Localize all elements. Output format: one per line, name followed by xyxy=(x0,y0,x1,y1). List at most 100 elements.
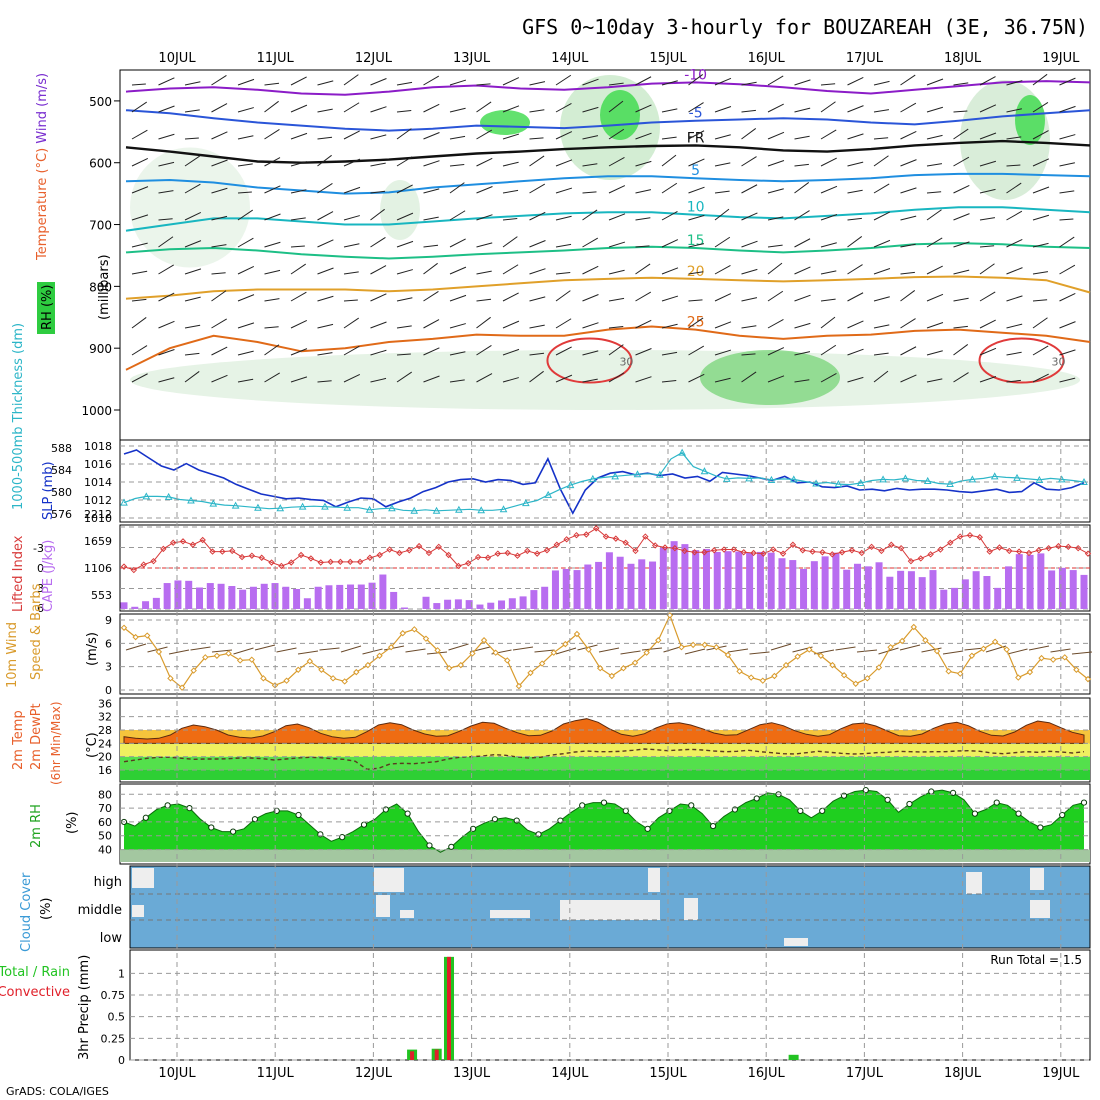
wind-barb xyxy=(714,264,731,275)
rh-shading xyxy=(1015,95,1045,145)
li-marker xyxy=(376,551,383,559)
wind-barb xyxy=(873,324,890,329)
li-tick-label: 0 xyxy=(37,562,44,575)
wind-barb xyxy=(396,240,414,248)
isotherm--10 xyxy=(125,80,1091,96)
rh-legend-swatch xyxy=(37,282,55,334)
wind-barb xyxy=(211,244,227,248)
rh-marker xyxy=(797,807,804,814)
wind-barb xyxy=(1059,264,1076,275)
wind-marker xyxy=(631,659,639,666)
date-label-bottom: 15JUL xyxy=(649,1066,687,1081)
rh-marker xyxy=(688,802,695,809)
cape-bar xyxy=(1048,570,1056,609)
wind-barb xyxy=(608,213,626,221)
wind-barb xyxy=(688,317,704,329)
li-marker xyxy=(465,560,472,567)
wind-barb xyxy=(847,161,864,167)
barb-10m xyxy=(534,649,555,653)
panel-precip: 0 0.25 0.5 0.75 1 Run Total = 1.5 Total / Ra… xyxy=(0,949,1091,1067)
wind-barb xyxy=(873,155,889,167)
wind-barb xyxy=(608,241,626,248)
wind-marker xyxy=(980,645,987,652)
rh-marker xyxy=(229,828,237,835)
rh-marker xyxy=(644,825,651,832)
wind-marker xyxy=(480,637,488,644)
wind-barb xyxy=(820,316,836,329)
wind-barbs-upper xyxy=(131,73,1076,383)
cape-bar xyxy=(573,570,581,609)
wind-barb xyxy=(184,183,201,194)
wind-barb xyxy=(714,321,732,329)
thickness-marker xyxy=(254,503,262,511)
li-marker xyxy=(730,546,738,553)
pressure-tick-label: 600 xyxy=(89,157,112,171)
wind-barb xyxy=(608,100,624,113)
wind-marker xyxy=(527,669,534,677)
cape-bar xyxy=(282,586,290,609)
temp-area xyxy=(123,718,1085,771)
slp-frame xyxy=(119,439,1091,523)
wind-barb xyxy=(714,208,730,221)
cape-bar xyxy=(627,563,635,609)
cape-bar xyxy=(886,576,894,609)
wind-barb xyxy=(767,318,784,329)
cloud-block xyxy=(684,898,698,920)
thickness-marker xyxy=(611,472,620,480)
wind-barb xyxy=(476,242,493,248)
thickness-marker xyxy=(209,499,218,507)
cape-bar xyxy=(735,551,743,609)
wind-marker xyxy=(248,656,255,663)
wind-barb xyxy=(158,349,175,356)
wind-barb xyxy=(343,186,361,194)
cape-bar xyxy=(907,571,915,609)
precip-conv-bar xyxy=(410,1051,415,1060)
wind-marker xyxy=(968,652,976,659)
wind-barb xyxy=(555,374,573,383)
wind-marker xyxy=(445,665,453,672)
wind-marker xyxy=(434,647,441,654)
li-marker xyxy=(671,544,679,552)
wind-barb xyxy=(529,155,545,167)
wind-marker xyxy=(736,668,743,675)
wind-marker xyxy=(411,626,418,633)
rh-marker xyxy=(993,799,1000,806)
cape-tick-label: 553 xyxy=(91,589,112,602)
grads-credit: GrADS: COLA/IGES xyxy=(6,1085,109,1098)
li-marker xyxy=(779,550,787,557)
wind-barb xyxy=(926,293,944,302)
wind-barb xyxy=(714,293,732,302)
wind-barb xyxy=(741,128,757,140)
precip-frame xyxy=(129,949,1091,1061)
wind-barb xyxy=(608,297,625,302)
wind-marker xyxy=(713,644,720,651)
wind-barb xyxy=(661,239,679,248)
wind-marker xyxy=(213,652,221,659)
wind-barb xyxy=(979,217,996,221)
li-marker xyxy=(770,546,777,553)
wind-marker xyxy=(957,670,964,677)
cloud-low-label: low xyxy=(100,931,123,946)
wind-barb xyxy=(900,74,916,86)
li-marker xyxy=(337,558,344,566)
li-marker xyxy=(474,553,482,561)
wind-barb xyxy=(582,191,597,194)
wind-marker xyxy=(318,666,325,673)
wind-barb xyxy=(476,298,492,302)
wind-barb xyxy=(237,350,254,356)
wind-barb xyxy=(131,373,148,383)
wind-barb xyxy=(661,267,679,275)
wind-barb xyxy=(449,164,465,167)
thickness-marker xyxy=(923,476,932,484)
wind-barb xyxy=(661,108,678,113)
cape-bar xyxy=(961,579,969,609)
wind-barb xyxy=(237,322,255,329)
cape-bar xyxy=(875,562,883,609)
wind-barb xyxy=(317,108,333,113)
isotherm-label: 5 xyxy=(691,163,700,179)
li-marker xyxy=(740,549,747,556)
rh2m-label: 2m RH xyxy=(29,804,44,848)
wind-barb xyxy=(1032,73,1048,86)
hot-cells: 30 30 xyxy=(546,337,1066,384)
wind-barb xyxy=(237,294,255,302)
